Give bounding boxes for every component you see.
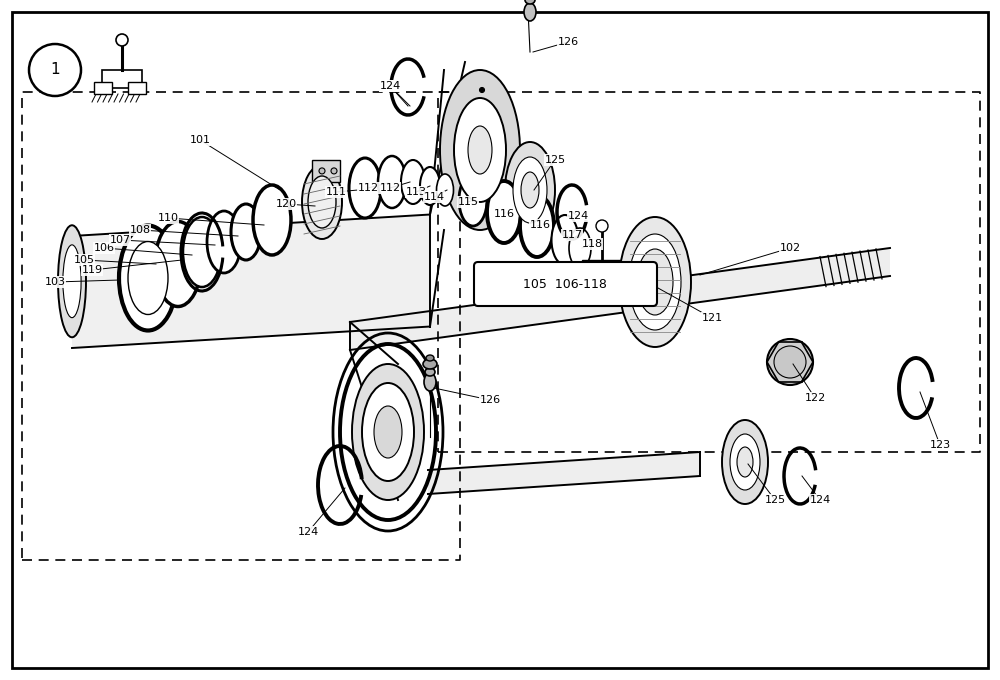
Ellipse shape [155, 222, 201, 307]
Ellipse shape [596, 220, 608, 232]
Ellipse shape [767, 339, 813, 385]
Bar [312, 160, 340, 182]
Ellipse shape [480, 88, 484, 92]
Ellipse shape [425, 368, 435, 376]
Ellipse shape [513, 157, 547, 223]
Ellipse shape [116, 34, 128, 46]
Text: 106: 106 [94, 243, 114, 253]
Text: 121: 121 [701, 313, 723, 323]
Text: 113: 113 [406, 187, 426, 197]
Ellipse shape [468, 126, 492, 174]
Ellipse shape [525, 0, 535, 4]
Text: 107: 107 [109, 235, 131, 245]
Ellipse shape [737, 447, 753, 477]
Text: 118: 118 [581, 239, 603, 249]
Polygon shape [350, 248, 890, 350]
Ellipse shape [629, 234, 681, 330]
Text: 103: 103 [44, 277, 66, 287]
Text: 114: 114 [423, 192, 445, 202]
Ellipse shape [487, 181, 521, 243]
Ellipse shape [231, 204, 261, 260]
Text: 125: 125 [764, 495, 786, 505]
Text: 105  106-118: 105 106-118 [523, 277, 607, 290]
Ellipse shape [308, 176, 336, 228]
Ellipse shape [29, 44, 81, 96]
Text: 124: 124 [379, 81, 401, 91]
Text: 116: 116 [530, 220, 550, 230]
Text: 102: 102 [779, 243, 801, 253]
Ellipse shape [378, 156, 406, 208]
Ellipse shape [374, 406, 402, 458]
Ellipse shape [552, 215, 578, 265]
Text: 124: 124 [379, 81, 401, 91]
Ellipse shape [362, 383, 414, 481]
Text: 123: 123 [929, 440, 951, 450]
Ellipse shape [63, 245, 81, 318]
Polygon shape [428, 452, 700, 494]
Text: 126: 126 [479, 395, 501, 405]
Text: 125: 125 [544, 155, 566, 165]
Ellipse shape [637, 249, 673, 315]
Ellipse shape [505, 142, 555, 238]
Polygon shape [128, 82, 146, 94]
Ellipse shape [426, 355, 434, 361]
Text: 126: 126 [557, 37, 579, 47]
Ellipse shape [440, 70, 520, 230]
Text: 117: 117 [561, 230, 583, 240]
Ellipse shape [524, 3, 536, 21]
Bar [582, 260, 620, 282]
Ellipse shape [420, 167, 440, 205]
Text: 124: 124 [297, 527, 319, 537]
Text: 112: 112 [357, 183, 379, 193]
Text: 110: 110 [158, 213, 178, 223]
Ellipse shape [401, 160, 425, 204]
Ellipse shape [207, 211, 241, 273]
Ellipse shape [722, 420, 768, 504]
Ellipse shape [774, 346, 806, 378]
Ellipse shape [424, 373, 436, 391]
Ellipse shape [459, 174, 487, 226]
Ellipse shape [569, 228, 591, 268]
Polygon shape [72, 214, 430, 348]
Ellipse shape [730, 434, 760, 490]
Ellipse shape [521, 172, 539, 208]
Text: 111: 111 [326, 187, 347, 197]
Text: 124: 124 [809, 495, 831, 505]
Polygon shape [102, 70, 142, 88]
Text: 1: 1 [50, 63, 60, 78]
Text: 108: 108 [129, 225, 151, 235]
Ellipse shape [352, 364, 424, 500]
Ellipse shape [319, 168, 325, 174]
Text: 112: 112 [379, 183, 401, 193]
Ellipse shape [423, 359, 437, 369]
FancyBboxPatch shape [474, 262, 657, 306]
Text: 124: 124 [567, 211, 589, 221]
Polygon shape [94, 82, 112, 94]
Ellipse shape [454, 98, 506, 202]
Text: 116: 116 [494, 209, 514, 219]
Ellipse shape [349, 158, 381, 218]
Ellipse shape [619, 217, 691, 347]
Text: 122: 122 [804, 393, 826, 403]
Ellipse shape [302, 165, 342, 239]
Ellipse shape [119, 226, 177, 330]
Text: 119: 119 [81, 265, 103, 275]
Ellipse shape [331, 168, 337, 174]
Ellipse shape [520, 195, 554, 257]
Text: 105: 105 [74, 255, 94, 265]
Ellipse shape [183, 217, 221, 287]
Bar [576, 278, 591, 292]
Ellipse shape [253, 185, 291, 255]
Ellipse shape [58, 225, 86, 337]
Bar [610, 278, 625, 292]
Ellipse shape [128, 241, 168, 314]
Text: 101: 101 [190, 135, 210, 145]
Ellipse shape [436, 174, 454, 206]
Text: 115: 115 [458, 197, 479, 207]
Text: 120: 120 [275, 199, 297, 209]
